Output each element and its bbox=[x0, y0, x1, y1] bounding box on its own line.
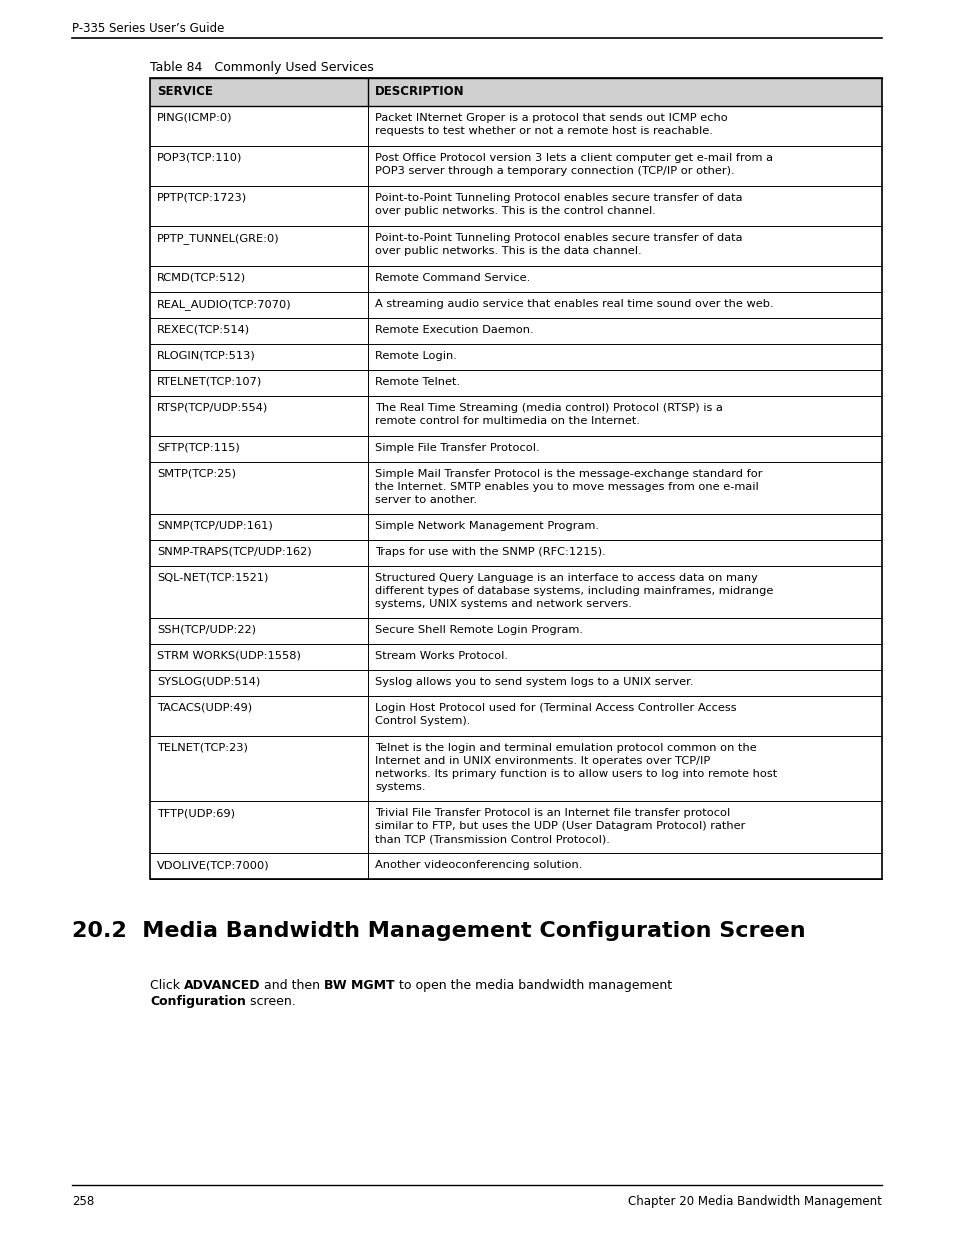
Text: Telnet is the login and terminal emulation protocol common on the: Telnet is the login and terminal emulati… bbox=[375, 743, 756, 753]
Text: PPTP_TUNNEL(GRE:0): PPTP_TUNNEL(GRE:0) bbox=[157, 233, 279, 243]
Bar bbox=[150, 78, 882, 106]
Text: POP3(TCP:110): POP3(TCP:110) bbox=[157, 153, 242, 163]
Text: SSH(TCP/UDP:22): SSH(TCP/UDP:22) bbox=[157, 625, 255, 635]
Text: Table 84   Commonly Used Services: Table 84 Commonly Used Services bbox=[150, 61, 374, 74]
Text: SNMP-TRAPS(TCP/UDP:162): SNMP-TRAPS(TCP/UDP:162) bbox=[157, 547, 312, 557]
Text: Remote Execution Daemon.: Remote Execution Daemon. bbox=[375, 325, 533, 335]
Text: Remote Login.: Remote Login. bbox=[375, 351, 456, 361]
Text: systems, UNIX systems and network servers.: systems, UNIX systems and network server… bbox=[375, 599, 631, 609]
Text: PING(ICMP:0): PING(ICMP:0) bbox=[157, 112, 233, 124]
Text: Traps for use with the SNMP (RFC:1215).: Traps for use with the SNMP (RFC:1215). bbox=[375, 547, 605, 557]
Text: Remote Command Service.: Remote Command Service. bbox=[375, 273, 530, 283]
Text: RCMD(TCP:512): RCMD(TCP:512) bbox=[157, 273, 246, 283]
Text: SMTP(TCP:25): SMTP(TCP:25) bbox=[157, 469, 235, 479]
Text: Another videoconferencing solution.: Another videoconferencing solution. bbox=[375, 860, 581, 869]
Text: SFTP(TCP:115): SFTP(TCP:115) bbox=[157, 443, 239, 453]
Text: STRM WORKS(UDP:1558): STRM WORKS(UDP:1558) bbox=[157, 651, 300, 661]
Text: BW MGMT: BW MGMT bbox=[324, 979, 395, 992]
Text: server to another.: server to another. bbox=[375, 495, 476, 505]
Text: RTELNET(TCP:107): RTELNET(TCP:107) bbox=[157, 377, 262, 387]
Text: PPTP(TCP:1723): PPTP(TCP:1723) bbox=[157, 193, 247, 203]
Text: Simple File Transfer Protocol.: Simple File Transfer Protocol. bbox=[375, 443, 539, 453]
Text: Simple Mail Transfer Protocol is the message-exchange standard for: Simple Mail Transfer Protocol is the mes… bbox=[375, 469, 761, 479]
Text: P-335 Series User’s Guide: P-335 Series User’s Guide bbox=[71, 22, 224, 35]
Text: RLOGIN(TCP:513): RLOGIN(TCP:513) bbox=[157, 351, 255, 361]
Text: Internet and in UNIX environments. It operates over TCP/IP: Internet and in UNIX environments. It op… bbox=[375, 756, 709, 766]
Text: Chapter 20 Media Bandwidth Management: Chapter 20 Media Bandwidth Management bbox=[627, 1195, 882, 1208]
Text: SNMP(TCP/UDP:161): SNMP(TCP/UDP:161) bbox=[157, 521, 273, 531]
Text: SQL-NET(TCP:1521): SQL-NET(TCP:1521) bbox=[157, 573, 268, 583]
Text: Login Host Protocol used for (Terminal Access Controller Access: Login Host Protocol used for (Terminal A… bbox=[375, 703, 736, 713]
Text: SYSLOG(UDP:514): SYSLOG(UDP:514) bbox=[157, 677, 260, 687]
Text: SERVICE: SERVICE bbox=[157, 85, 213, 98]
Text: Secure Shell Remote Login Program.: Secure Shell Remote Login Program. bbox=[375, 625, 582, 635]
Text: A streaming audio service that enables real time sound over the web.: A streaming audio service that enables r… bbox=[375, 299, 773, 309]
Text: Stream Works Protocol.: Stream Works Protocol. bbox=[375, 651, 507, 661]
Text: TFTP(UDP:69): TFTP(UDP:69) bbox=[157, 808, 234, 818]
Text: Trivial File Transfer Protocol is an Internet file transfer protocol: Trivial File Transfer Protocol is an Int… bbox=[375, 808, 729, 818]
Text: REXEC(TCP:514): REXEC(TCP:514) bbox=[157, 325, 250, 335]
Text: Control System).: Control System). bbox=[375, 716, 470, 726]
Text: Configuration: Configuration bbox=[150, 995, 246, 1008]
Text: remote control for multimedia on the Internet.: remote control for multimedia on the Int… bbox=[375, 416, 639, 426]
Text: VDOLIVE(TCP:7000): VDOLIVE(TCP:7000) bbox=[157, 860, 270, 869]
Text: Syslog allows you to send system logs to a UNIX server.: Syslog allows you to send system logs to… bbox=[375, 677, 693, 687]
Text: than TCP (Transmission Control Protocol).: than TCP (Transmission Control Protocol)… bbox=[375, 834, 609, 844]
Bar bbox=[150, 78, 882, 879]
Text: systems.: systems. bbox=[375, 782, 425, 792]
Text: TELNET(TCP:23): TELNET(TCP:23) bbox=[157, 743, 248, 753]
Text: Remote Telnet.: Remote Telnet. bbox=[375, 377, 459, 387]
Text: requests to test whether or not a remote host is reachable.: requests to test whether or not a remote… bbox=[375, 126, 712, 136]
Text: Point-to-Point Tunneling Protocol enables secure transfer of data: Point-to-Point Tunneling Protocol enable… bbox=[375, 193, 741, 203]
Text: TACACS(UDP:49): TACACS(UDP:49) bbox=[157, 703, 252, 713]
Text: POP3 server through a temporary connection (TCP/IP or other).: POP3 server through a temporary connecti… bbox=[375, 165, 734, 177]
Text: REAL_AUDIO(TCP:7070): REAL_AUDIO(TCP:7070) bbox=[157, 299, 292, 310]
Text: over public networks. This is the control channel.: over public networks. This is the contro… bbox=[375, 206, 656, 216]
Text: Simple Network Management Program.: Simple Network Management Program. bbox=[375, 521, 598, 531]
Text: RTSP(TCP/UDP:554): RTSP(TCP/UDP:554) bbox=[157, 403, 268, 412]
Text: over public networks. This is the data channel.: over public networks. This is the data c… bbox=[375, 246, 641, 256]
Text: ADVANCED: ADVANCED bbox=[184, 979, 260, 992]
Text: and then: and then bbox=[260, 979, 324, 992]
Text: different types of database systems, including mainframes, midrange: different types of database systems, inc… bbox=[375, 585, 773, 597]
Text: 20.2  Media Bandwidth Management Configuration Screen: 20.2 Media Bandwidth Management Configur… bbox=[71, 921, 804, 941]
Text: to open the media bandwidth management: to open the media bandwidth management bbox=[395, 979, 672, 992]
Text: Structured Query Language is an interface to access data on many: Structured Query Language is an interfac… bbox=[375, 573, 757, 583]
Text: screen.: screen. bbox=[246, 995, 295, 1008]
Text: 258: 258 bbox=[71, 1195, 94, 1208]
Text: Point-to-Point Tunneling Protocol enables secure transfer of data: Point-to-Point Tunneling Protocol enable… bbox=[375, 233, 741, 243]
Text: the Internet. SMTP enables you to move messages from one e-mail: the Internet. SMTP enables you to move m… bbox=[375, 482, 758, 492]
Text: Click: Click bbox=[150, 979, 184, 992]
Text: The Real Time Streaming (media control) Protocol (RTSP) is a: The Real Time Streaming (media control) … bbox=[375, 403, 722, 412]
Text: Post Office Protocol version 3 lets a client computer get e-mail from a: Post Office Protocol version 3 lets a cl… bbox=[375, 153, 772, 163]
Text: networks. Its primary function is to allow users to log into remote host: networks. Its primary function is to all… bbox=[375, 769, 777, 779]
Text: similar to FTP, but uses the UDP (User Datagram Protocol) rather: similar to FTP, but uses the UDP (User D… bbox=[375, 821, 744, 831]
Text: DESCRIPTION: DESCRIPTION bbox=[375, 85, 464, 98]
Text: Packet INternet Groper is a protocol that sends out ICMP echo: Packet INternet Groper is a protocol tha… bbox=[375, 112, 727, 124]
